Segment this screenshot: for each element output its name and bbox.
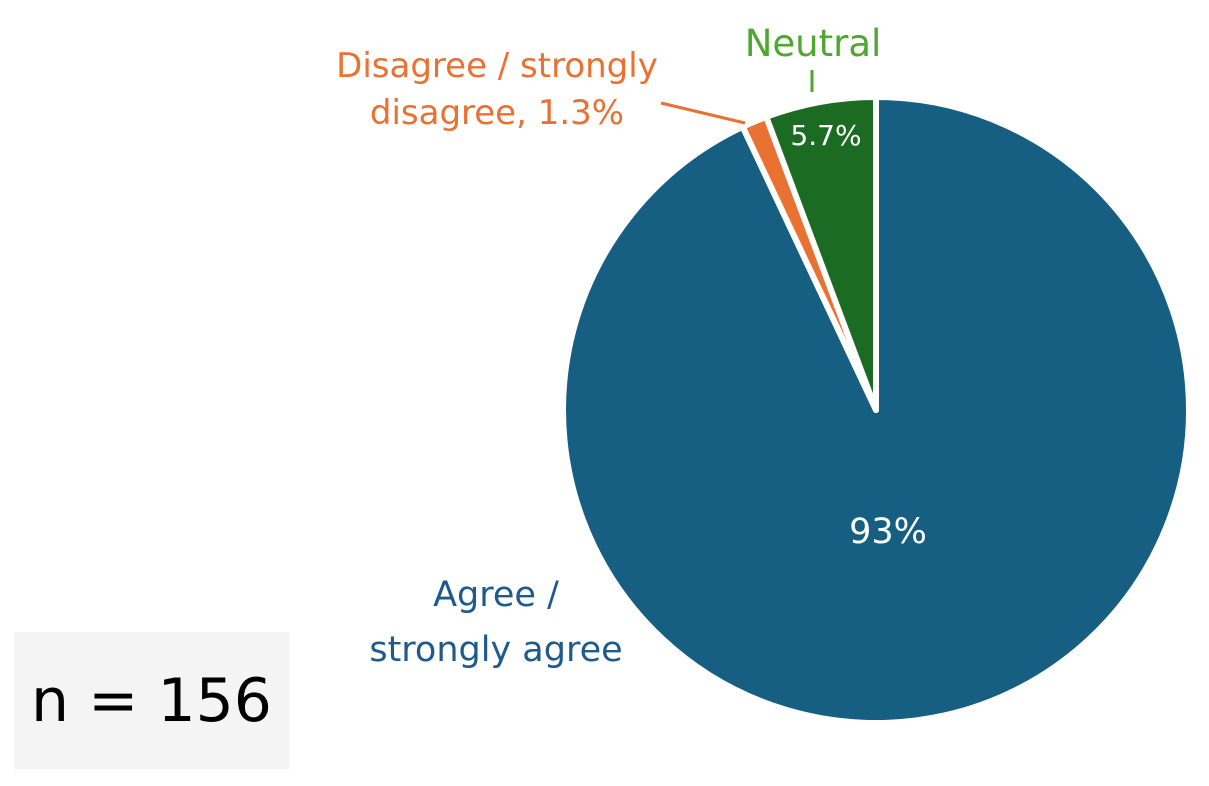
agree-label-line2: strongly agree xyxy=(369,630,622,670)
agree-value-label: 93% xyxy=(849,512,927,552)
pie-slice-neutral xyxy=(763,94,879,413)
sample-size-box: n = 156 xyxy=(14,632,289,769)
neutral-label: Neutral xyxy=(745,22,882,65)
disagree-label-line2: disagree, 1.3% xyxy=(370,93,624,133)
disagree-leader-line xyxy=(660,101,746,125)
disagree-label-line1: Disagree / strongly xyxy=(336,46,658,86)
neutral-value-label: 5.7% xyxy=(790,119,861,152)
agree-label-line1: Agree / xyxy=(433,575,559,615)
sample-size-label: n = 156 xyxy=(31,665,272,736)
